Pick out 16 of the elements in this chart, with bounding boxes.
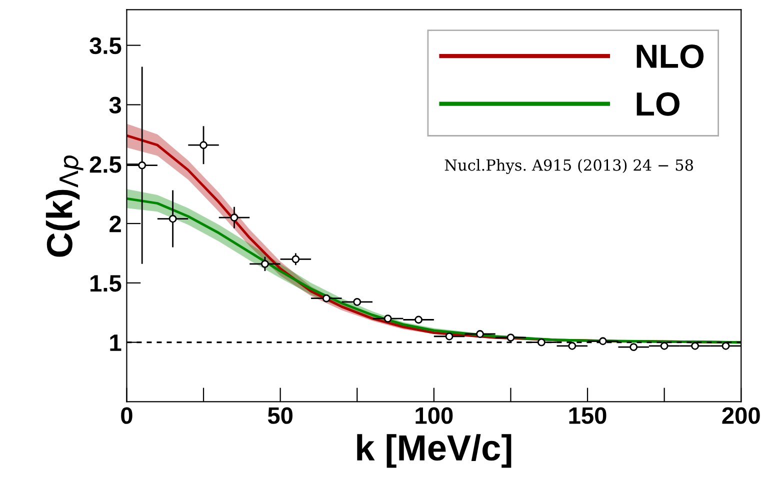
x-tick-label: 100 bbox=[416, 407, 453, 424]
y-tick-label: 3.5 bbox=[90, 37, 122, 54]
x-tick-label: 0 bbox=[121, 407, 132, 424]
y-tick-label: 3 bbox=[109, 96, 122, 114]
y-axis-title: C(k)$_{Λp}$ bbox=[46, 156, 84, 257]
y-tick-label: 1.5 bbox=[90, 275, 122, 292]
y-tick-label: 2.5 bbox=[90, 156, 122, 173]
y-tick-label: 1 bbox=[110, 334, 122, 351]
legend-label: LO bbox=[636, 92, 680, 116]
legend-label: NLO bbox=[636, 44, 704, 68]
x-tick-label: 200 bbox=[722, 407, 760, 424]
annotation: Nucl.Phys. A915 (2013) 24 − 58 bbox=[444, 158, 694, 174]
x-axis-title: k [MeV/c] bbox=[357, 434, 512, 468]
x-tick-label: 50 bbox=[268, 407, 292, 424]
x-tick-label: 150 bbox=[569, 407, 606, 424]
y-tick-label: 2 bbox=[110, 216, 121, 232]
